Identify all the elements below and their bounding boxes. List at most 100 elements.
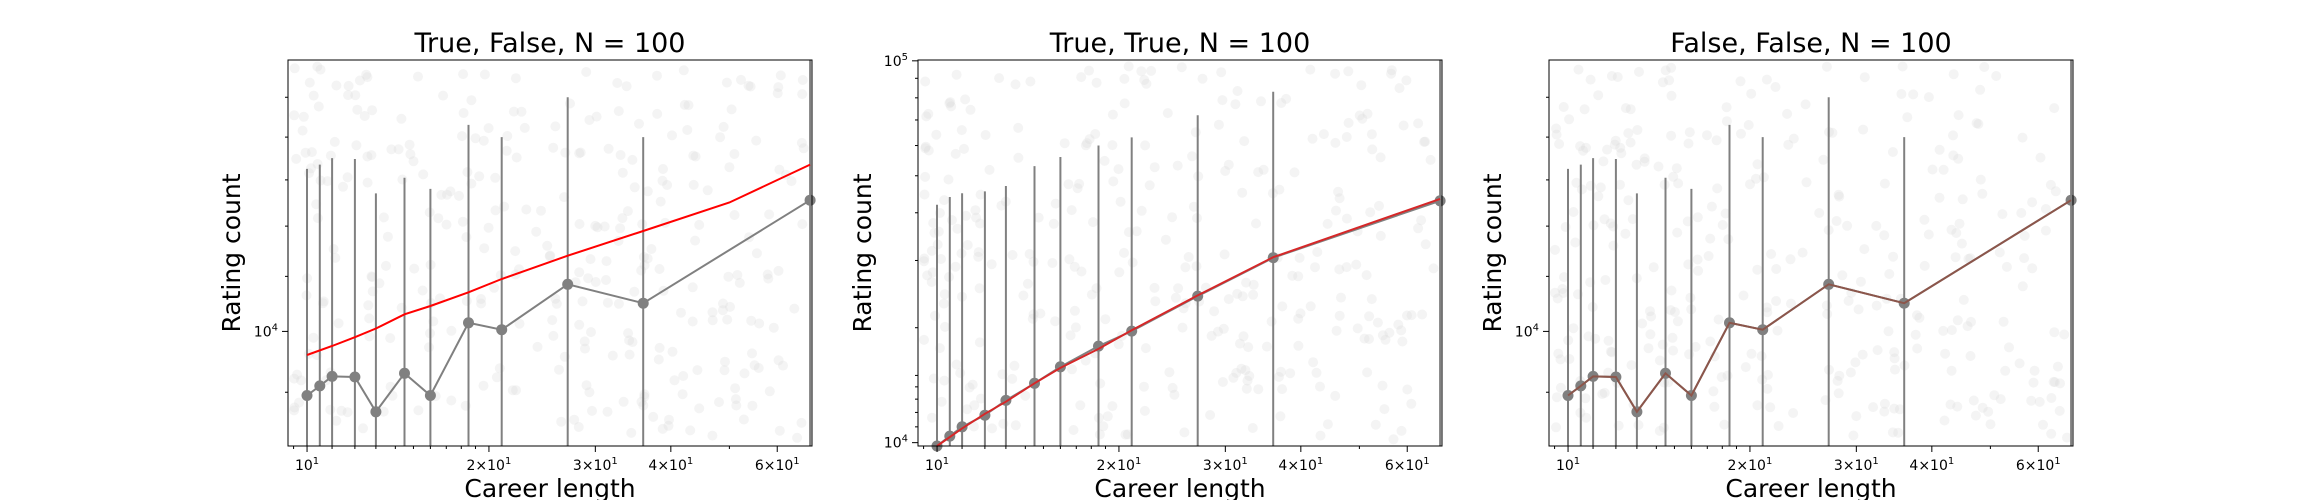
panel-1-background-point [405, 149, 416, 160]
panel-3-background-point [1934, 144, 1945, 155]
panel-2-background-point [1379, 404, 1390, 415]
panel-1-background-point [336, 405, 347, 416]
panel-1-background-point [491, 372, 502, 383]
panel-3-background-point [2001, 261, 2012, 272]
panel-1-background-point [613, 298, 624, 309]
panel-1-background-point [707, 315, 718, 326]
panel-3-background-point [1632, 125, 1643, 135]
panel-1-background-point [289, 110, 300, 121]
panel-1-background-point [743, 80, 754, 91]
panel-2-background-point [1275, 411, 1286, 422]
panel-3-background-point [1639, 153, 1650, 164]
panel-1-data-point [496, 324, 508, 336]
panel-2-background-point [1119, 98, 1130, 109]
panel-2-background-point [1176, 62, 1187, 73]
panel-1-background-point [300, 147, 311, 158]
panel-2-background-point [1179, 427, 1190, 438]
panel-1-background-point [315, 64, 326, 75]
panel-2-background-point [975, 189, 986, 200]
panel-3-background-point [2038, 419, 2048, 430]
panel-1-background-point [797, 219, 808, 230]
panel-2-background-point [945, 97, 956, 108]
panel-2-background-point [971, 212, 982, 223]
panel-2-background-point [987, 423, 997, 434]
panel-1-background-point [417, 285, 428, 296]
panel-2-background-point [938, 298, 949, 309]
panel-3-background-point [1620, 103, 1631, 114]
panel-1-background-point [510, 73, 521, 84]
panel-2-background-point [1341, 262, 1352, 273]
panel-3-background-point [1845, 367, 1856, 378]
panel-3-background-point [1553, 348, 1564, 359]
panel-3-background-point [1889, 353, 1900, 364]
panel-3-background-point [1711, 135, 1722, 146]
panel-1-background-point [662, 180, 673, 190]
panel-2-background-point [1213, 119, 1224, 130]
panel-3-background-point [1887, 427, 1898, 438]
panel-2-background-point [951, 69, 962, 80]
panel-1-background-point [291, 153, 302, 164]
panel-2-background-point [1220, 166, 1231, 176]
panel-2-background-point [1069, 261, 1080, 272]
panel-1-background-point [723, 271, 734, 282]
panel-1-background-point [724, 162, 735, 173]
panel-2-background-point [1230, 99, 1241, 110]
panel-3-background-point [2017, 132, 2028, 143]
panel-2-background-point [939, 195, 950, 206]
panel-1-background-point [773, 355, 784, 366]
panel-3-background-point [1600, 275, 1611, 285]
panel-1-background-point [718, 298, 728, 309]
panel-3-background-point [1666, 130, 1677, 141]
panel-3-y-axis-label: Rating count [1478, 173, 1507, 332]
panel-2-background-point [1315, 381, 1325, 392]
panel-1-background-point [466, 95, 477, 106]
panel-1-background-point [690, 151, 701, 162]
panel-2-background-point [1065, 330, 1076, 341]
panel-3-background-point [1801, 177, 1812, 188]
panel-3-background-point [1934, 192, 1945, 203]
panel-3-background-point [1940, 348, 1951, 359]
panel-3-background-point [1654, 425, 1665, 436]
panel-2: True, True, N = 100 Career length Rating… [848, 28, 1446, 500]
panel-2-background-point [1139, 381, 1149, 392]
panel-2-background-point [1139, 75, 1150, 85]
panel-2-background-point [1172, 160, 1183, 171]
panel-1: True, False, N = 100 Career length Ratin… [217, 28, 816, 500]
panel-3-background-point [1887, 147, 1898, 157]
panel-1-background-point [581, 67, 592, 77]
panel-1-background-point [729, 210, 740, 220]
panel-2-background-point [1100, 314, 1111, 325]
panel-2-background-point [1150, 296, 1161, 307]
panel-3-background-point [1939, 415, 1950, 426]
panel-2-background-point [944, 98, 955, 109]
panel-1-background-point [627, 337, 638, 347]
panel-3-background-point [1736, 128, 1746, 139]
panel-1-background-point [292, 369, 303, 380]
panel-1-background-point [720, 356, 730, 367]
panel-1-background-point [361, 69, 372, 80]
panel-1-background-point [461, 232, 472, 243]
panel-1-background-point [747, 400, 758, 411]
panel-2-background-point [919, 256, 929, 267]
panel-1-background-point [550, 121, 561, 132]
panel-2-background-point [1131, 226, 1142, 237]
panel-2-background-point [1420, 136, 1431, 147]
panel-1-background-point [677, 389, 688, 400]
panel-1-background-point [663, 420, 674, 431]
panel-2-background-point [921, 111, 932, 122]
panel-2-background-point [1253, 167, 1264, 178]
panel-2-background-point [1311, 367, 1322, 378]
panel-2-background-point [975, 393, 986, 404]
panel-3-background-point [1684, 349, 1695, 360]
panel-3-background-point [1706, 201, 1717, 212]
panel-1-background-point [707, 307, 718, 318]
panel-1-background-point [511, 152, 522, 163]
panel-3-background-point [1842, 220, 1853, 231]
panel-3-background-point [1598, 156, 1609, 167]
panel-1-background-point [446, 395, 457, 406]
panel-3-background-point [1822, 309, 1833, 319]
panel-3-background-point [1853, 304, 1864, 315]
panel-2-background-point [1352, 323, 1363, 334]
panel-1-background-point [560, 147, 571, 158]
panel-2-background-point [1070, 322, 1081, 333]
